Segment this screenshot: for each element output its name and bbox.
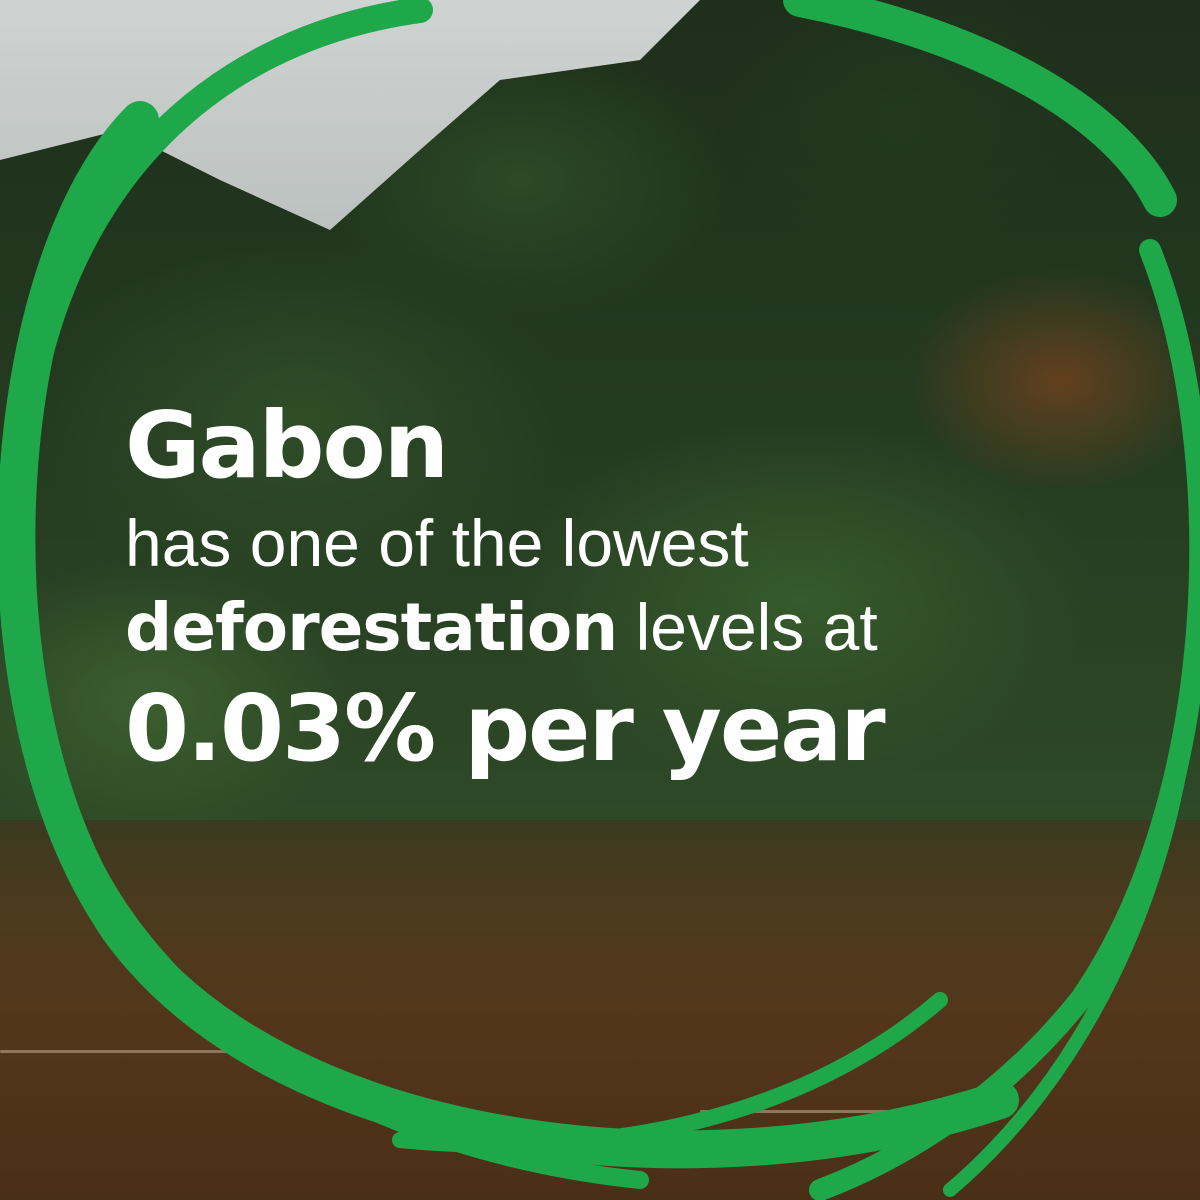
- headline-deforestation: deforestation: [125, 589, 618, 666]
- headline-country: Gabon: [125, 392, 449, 499]
- headline: Gabon has one of the lowest deforestatio…: [125, 392, 886, 782]
- headline-levels-at: levels at: [617, 590, 878, 664]
- headline-line2: has one of the lowest: [125, 506, 749, 580]
- headline-rate: 0.03% per year: [125, 675, 886, 782]
- headline-line3: deforestation levels at: [125, 594, 884, 661]
